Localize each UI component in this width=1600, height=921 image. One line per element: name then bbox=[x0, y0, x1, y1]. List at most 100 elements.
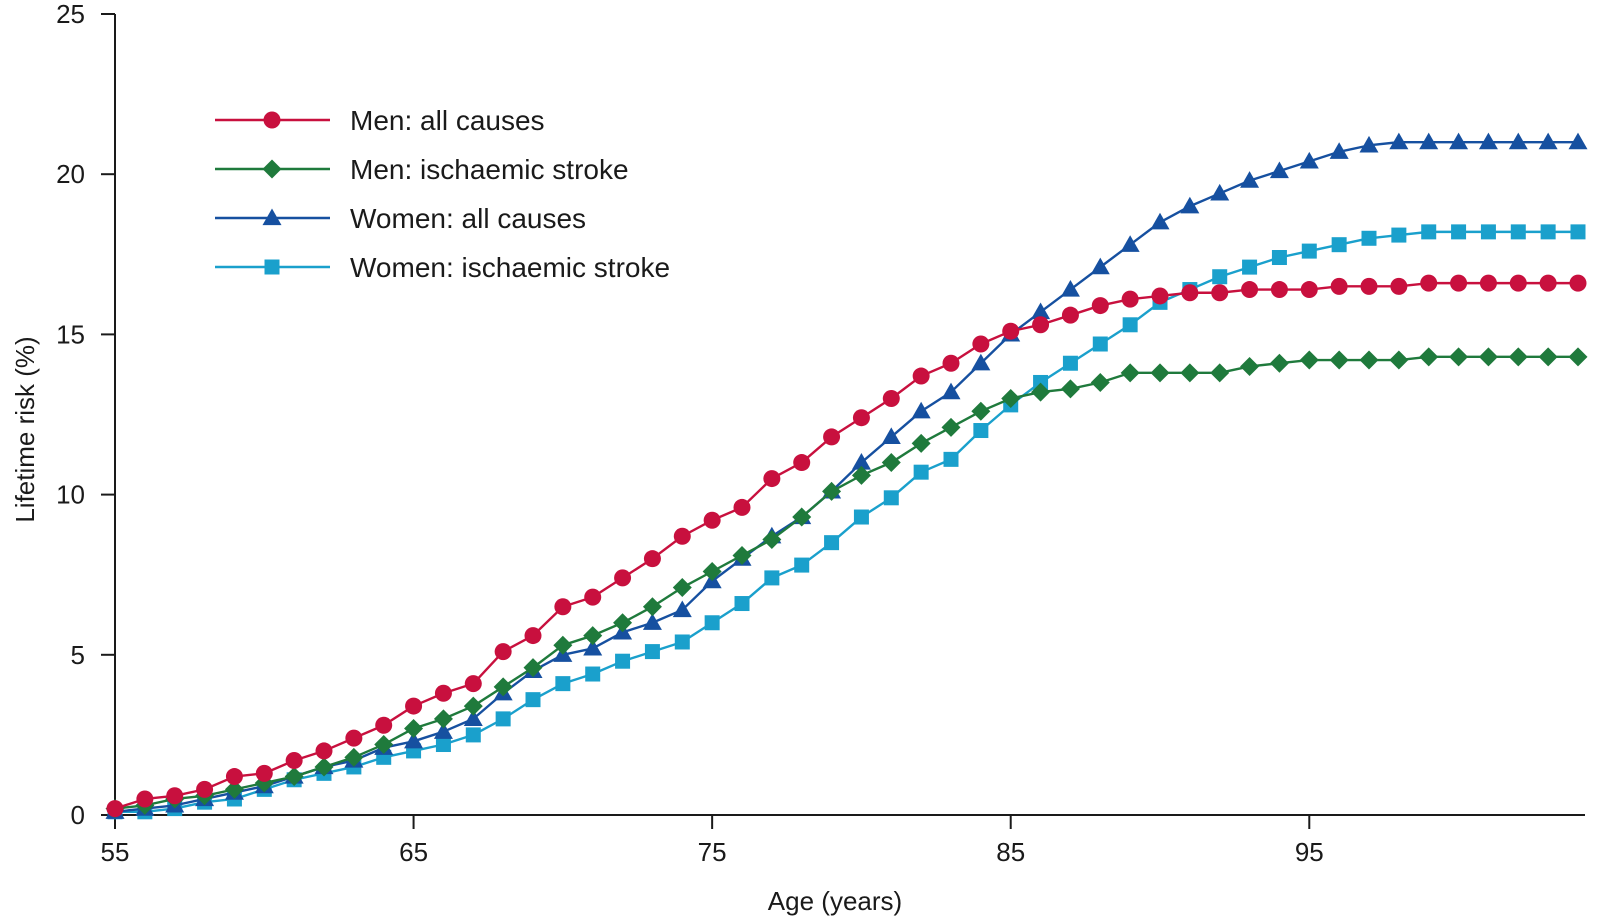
legend-item: Men: ischaemic stroke bbox=[215, 154, 629, 185]
data-point-circle bbox=[1211, 284, 1229, 302]
data-point-circle bbox=[464, 675, 482, 693]
legend-label: Women: ischaemic stroke bbox=[350, 252, 670, 283]
data-point-square bbox=[465, 727, 481, 743]
data-point-triangle bbox=[911, 401, 931, 419]
data-point-triangle bbox=[1389, 132, 1409, 150]
data-point-diamond bbox=[433, 709, 453, 729]
data-point-square bbox=[1451, 224, 1467, 240]
series-square bbox=[107, 224, 1586, 820]
data-point-diamond bbox=[822, 481, 842, 501]
data-point-triangle bbox=[881, 427, 901, 445]
data-point-diamond bbox=[1329, 350, 1349, 370]
data-point-circle bbox=[643, 550, 661, 568]
data-point-diamond bbox=[613, 613, 633, 633]
data-point-square bbox=[853, 509, 869, 525]
data-point-triangle bbox=[1568, 132, 1588, 150]
data-point-triangle bbox=[1210, 183, 1230, 201]
legend-marker-diamond bbox=[262, 159, 282, 179]
data-point-square bbox=[1510, 224, 1526, 240]
data-point-square bbox=[1301, 243, 1317, 259]
y-tick-label: 10 bbox=[56, 480, 85, 510]
data-point-triangle bbox=[1120, 235, 1140, 252]
data-point-circle bbox=[1330, 277, 1348, 295]
legend-label: Men: ischaemic stroke bbox=[350, 154, 629, 185]
data-point-triangle bbox=[1508, 132, 1528, 150]
data-point-diamond bbox=[642, 597, 662, 617]
data-point-circle bbox=[1300, 281, 1318, 299]
data-point-triangle bbox=[851, 453, 871, 470]
data-point-diamond bbox=[1031, 382, 1051, 402]
data-point-square bbox=[943, 451, 959, 467]
x-tick-label: 55 bbox=[101, 837, 130, 867]
data-point-square bbox=[1092, 336, 1108, 352]
data-point-circle bbox=[1479, 274, 1497, 292]
data-point-diamond bbox=[672, 578, 692, 598]
data-point-circle bbox=[255, 764, 273, 782]
legend: Men: all causes Men: ischaemic stroke Wome… bbox=[215, 105, 670, 283]
data-point-triangle bbox=[1359, 135, 1379, 153]
data-point-diamond bbox=[344, 747, 364, 767]
data-point-circle bbox=[972, 335, 990, 353]
legend-label: Women: all causes bbox=[350, 203, 586, 234]
data-point-circle bbox=[882, 389, 900, 407]
data-point-diamond bbox=[1299, 350, 1319, 370]
data-point-diamond bbox=[374, 735, 394, 755]
data-point-triangle bbox=[1031, 302, 1051, 320]
data-point-triangle bbox=[1538, 132, 1558, 150]
data-point-circle bbox=[1270, 281, 1288, 299]
data-point-diamond bbox=[553, 635, 573, 655]
data-point-triangle bbox=[1240, 171, 1260, 188]
x-tick-label: 95 bbox=[1295, 837, 1324, 867]
data-point-diamond bbox=[1180, 363, 1200, 383]
data-point-circle bbox=[285, 752, 303, 770]
data-point-diamond bbox=[1449, 347, 1469, 367]
data-point-diamond bbox=[463, 696, 483, 716]
data-point-circle bbox=[1539, 274, 1557, 292]
series-group bbox=[105, 132, 1588, 820]
data-point-diamond bbox=[1389, 350, 1409, 370]
data-point-diamond bbox=[762, 529, 782, 549]
data-point-circle bbox=[823, 428, 841, 446]
data-point-square bbox=[704, 615, 720, 631]
data-point-square bbox=[1033, 374, 1049, 390]
legend-item: Women: ischaemic stroke bbox=[215, 252, 670, 283]
data-point-triangle bbox=[1478, 132, 1498, 150]
data-point-circle bbox=[912, 367, 930, 385]
series-line bbox=[115, 230, 1578, 813]
data-point-square bbox=[824, 535, 840, 551]
data-point-circle bbox=[375, 716, 393, 734]
data-point-diamond bbox=[523, 658, 543, 678]
data-point-square bbox=[1391, 227, 1407, 243]
data-point-diamond bbox=[284, 767, 304, 787]
data-point-circle bbox=[166, 787, 184, 805]
data-point-circle bbox=[733, 498, 751, 516]
data-point-square bbox=[1421, 224, 1437, 240]
x-axis-title: Age (years) bbox=[768, 886, 902, 916]
legend-marker-circle bbox=[263, 111, 281, 129]
data-point-diamond bbox=[702, 561, 722, 581]
data-point-triangle bbox=[941, 382, 961, 400]
data-point-triangle bbox=[583, 638, 603, 656]
data-point-square bbox=[794, 557, 810, 573]
data-point-diamond bbox=[1419, 347, 1439, 367]
data-point-diamond bbox=[851, 465, 871, 485]
data-point-circle bbox=[1181, 284, 1199, 302]
data-point-diamond bbox=[792, 507, 812, 527]
data-point-diamond bbox=[881, 453, 901, 473]
data-point-circle bbox=[1091, 297, 1109, 315]
data-point-square bbox=[644, 644, 660, 660]
data-point-circle bbox=[1151, 287, 1169, 305]
data-point-diamond bbox=[971, 401, 991, 421]
data-point-square bbox=[1271, 250, 1287, 266]
y-tick-label: 0 bbox=[71, 800, 85, 830]
data-point-diamond bbox=[911, 433, 931, 453]
y-tick-label: 20 bbox=[56, 159, 85, 189]
data-point-diamond bbox=[1240, 356, 1260, 376]
series-circle bbox=[106, 274, 1587, 818]
data-point-circle bbox=[1121, 290, 1139, 308]
data-point-circle bbox=[494, 643, 512, 661]
data-point-diamond bbox=[732, 545, 752, 565]
data-point-triangle bbox=[1150, 212, 1170, 230]
